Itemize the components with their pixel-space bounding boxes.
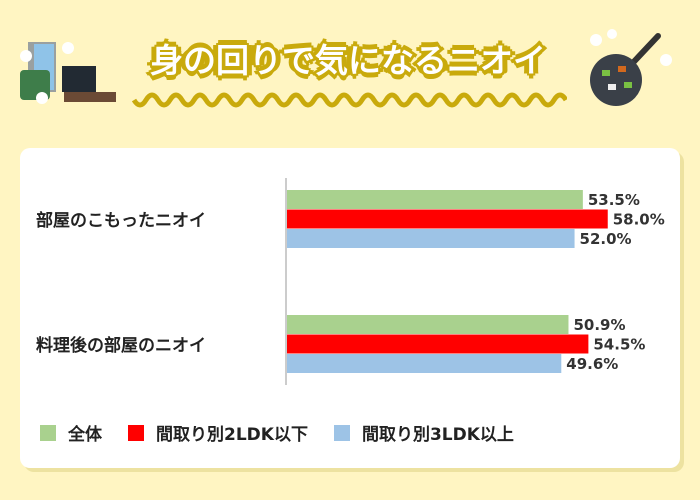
legend-swatch [333, 424, 350, 441]
legend-swatch [40, 424, 56, 441]
data-label: 50.9% [573, 316, 625, 334]
category-label: 料理後の部屋のニオイ [36, 335, 206, 356]
legend-label: 間取り別2LDK以下 [156, 425, 308, 445]
bar [287, 209, 608, 229]
legend-item: 間取り別3LDK以上 [333, 420, 514, 445]
bar [287, 354, 562, 373]
bar [287, 229, 575, 248]
legend-swatch [128, 424, 144, 441]
bar [287, 190, 583, 209]
legend: 全体 間取り別2LDK以下 間取り別3LDK以上 [40, 420, 514, 445]
legend-item: 間取り別2LDK以下 [128, 420, 308, 445]
data-label: 54.5% [593, 336, 645, 354]
room-illustration [18, 38, 116, 104]
data-label: 58.0% [613, 211, 665, 229]
bar [287, 334, 589, 354]
data-label: 52.0% [580, 230, 632, 248]
bar [287, 315, 569, 334]
data-label: 53.5% [588, 191, 640, 209]
legend-label: 間取り別3LDK以上 [361, 425, 514, 445]
data-label: 49.6% [566, 355, 618, 373]
legend-item: 全体 [40, 420, 102, 445]
frying-pan-illustration [578, 28, 678, 108]
title-underline-wave [132, 92, 567, 108]
page-title: 身の回りで気になるニオイ [150, 41, 546, 80]
category-label: 部屋のこもったニオイ [36, 210, 206, 231]
legend-label: 全体 [68, 425, 102, 445]
